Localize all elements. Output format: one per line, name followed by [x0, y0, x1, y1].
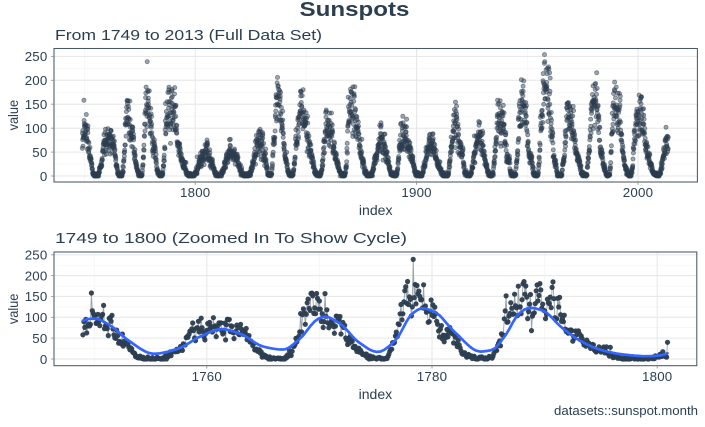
svg-text:0: 0 [40, 352, 48, 367]
svg-text:1760: 1760 [192, 369, 222, 384]
svg-text:50: 50 [32, 331, 47, 346]
svg-text:index: index [359, 387, 393, 402]
svg-text:200: 200 [25, 73, 48, 88]
svg-text:100: 100 [25, 310, 48, 325]
svg-text:1800: 1800 [642, 369, 672, 384]
svg-text:150: 150 [25, 289, 48, 304]
svg-text:250: 250 [25, 49, 48, 64]
svg-text:datasets::sunspot.month: datasets::sunspot.month [554, 403, 698, 418]
svg-text:Sunspots: Sunspots [300, 0, 410, 21]
svg-text:1900: 1900 [401, 185, 431, 200]
svg-text:50: 50 [32, 145, 47, 160]
svg-text:0: 0 [40, 169, 48, 184]
svg-text:200: 200 [25, 268, 48, 283]
svg-text:150: 150 [25, 97, 48, 112]
svg-text:250: 250 [25, 248, 48, 263]
svg-text:1800: 1800 [180, 185, 210, 200]
svg-text:1780: 1780 [417, 369, 447, 384]
svg-text:index: index [359, 203, 393, 218]
svg-text:value: value [6, 100, 21, 130]
svg-text:1749 to 1800 (Zoomed In To Sho: 1749 to 1800 (Zoomed In To Show Cycle) [55, 230, 407, 247]
svg-text:100: 100 [25, 121, 48, 136]
svg-text:From 1749 to 2013 (Full Data S: From 1749 to 2013 (Full Data Set) [55, 27, 322, 44]
svg-text:2000: 2000 [623, 185, 653, 200]
svg-text:value: value [6, 294, 21, 324]
